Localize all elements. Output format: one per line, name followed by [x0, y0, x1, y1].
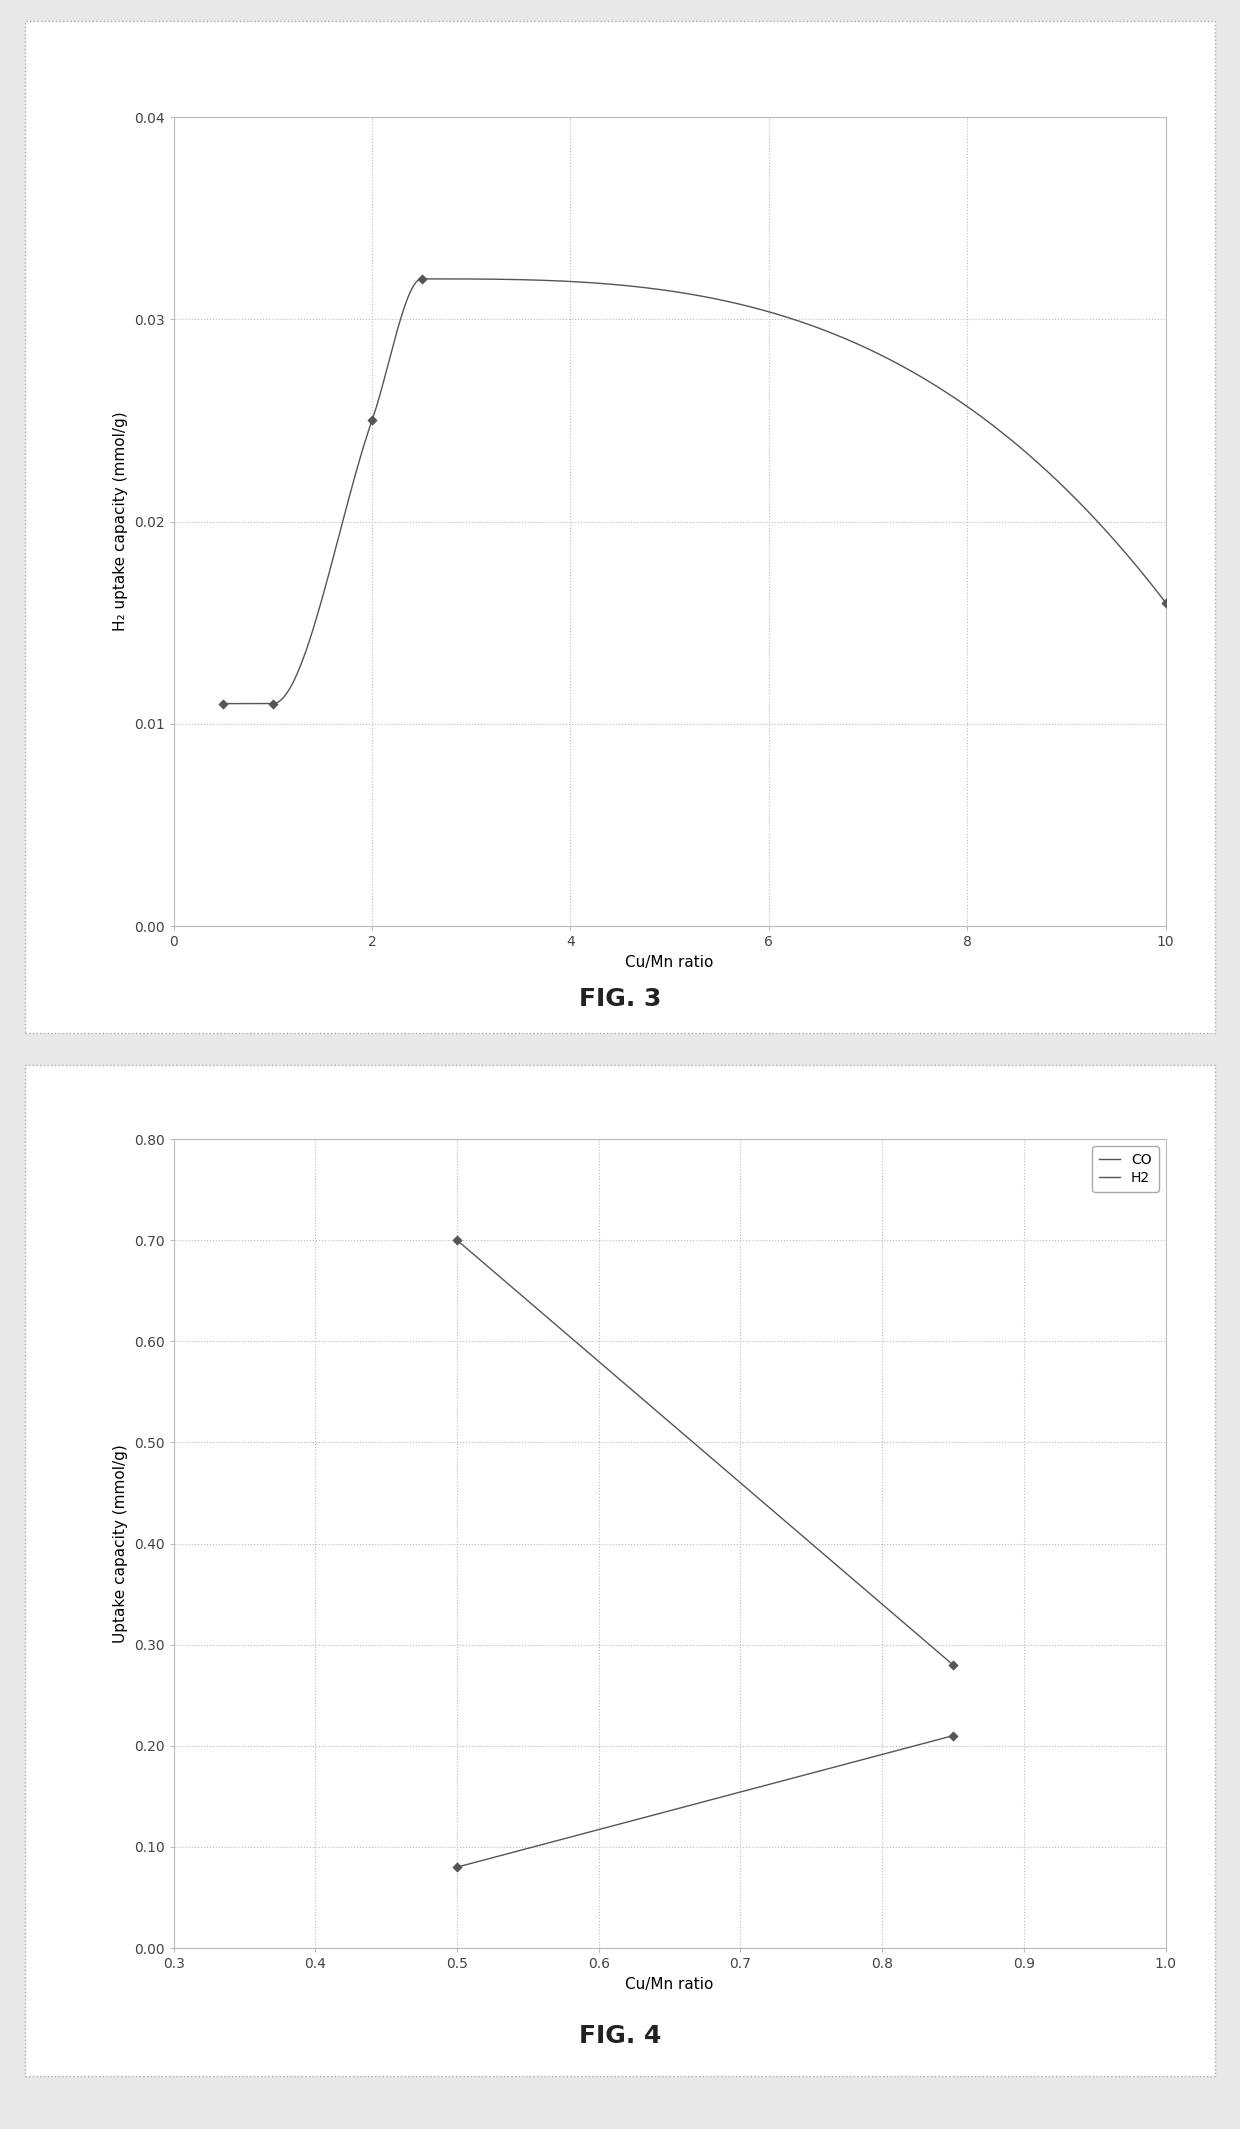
- X-axis label: Cu/Mn ratio: Cu/Mn ratio: [625, 1976, 714, 1991]
- Point: [263, 686, 283, 720]
- Line: H2: H2: [458, 1735, 954, 1867]
- Point: [213, 686, 233, 720]
- Point: [944, 1718, 963, 1752]
- Point: [448, 1222, 467, 1256]
- H2: [946, 1722, 961, 1748]
- Point: [362, 402, 382, 436]
- X-axis label: Cu/Mn ratio: Cu/Mn ratio: [625, 954, 714, 969]
- Text: FIG. 3: FIG. 3: [579, 988, 661, 1011]
- Point: [1156, 585, 1176, 620]
- Y-axis label: Uptake capacity (mmol/g): Uptake capacity (mmol/g): [113, 1443, 128, 1644]
- CO: [946, 1652, 961, 1678]
- Text: FIG. 4: FIG. 4: [579, 2025, 661, 2048]
- Point: [448, 1850, 467, 1884]
- Point: [412, 262, 432, 296]
- Y-axis label: H₂ uptake capacity (mmol/g): H₂ uptake capacity (mmol/g): [113, 411, 128, 632]
- H2: [450, 1854, 465, 1880]
- CO: [450, 1226, 465, 1252]
- Point: [944, 1648, 963, 1682]
- Line: CO: CO: [458, 1239, 954, 1665]
- Legend: CO, H2: CO, H2: [1092, 1145, 1158, 1192]
